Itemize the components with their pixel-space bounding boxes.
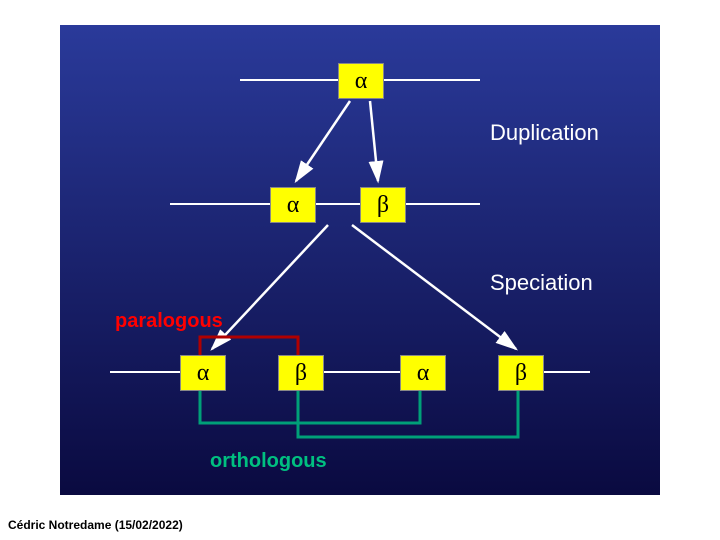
event-label-0: Duplication	[490, 120, 599, 146]
diagram-container: α α β α β α β Duplication Speciation paralogous or…	[60, 25, 660, 495]
paralogous-label: paralogous	[115, 310, 223, 333]
gene-box-mid_b: β	[360, 187, 406, 223]
gene-box-bot_b1: β	[278, 355, 324, 391]
gene-box-bot_a2: α	[400, 355, 446, 391]
gene-box-mid_a: α	[270, 187, 316, 223]
gene-box-bot_a1: α	[180, 355, 226, 391]
gene-box-top_a: α	[338, 63, 384, 99]
caption: Cédric Notredame (15/02/2022)	[8, 518, 183, 532]
event-label-1: Speciation	[490, 270, 593, 296]
gene-box-bot_b2: β	[498, 355, 544, 391]
orthologous-label: orthologous	[210, 450, 327, 473]
